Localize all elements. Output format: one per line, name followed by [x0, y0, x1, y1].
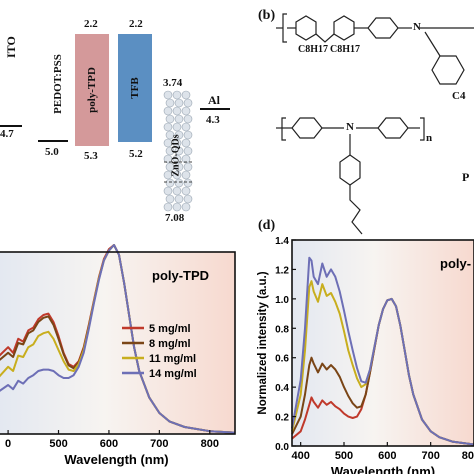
legend-label-2: 11 mg/ml	[149, 353, 196, 365]
y-tick-label: 0.4	[275, 383, 289, 394]
al-level-line	[200, 108, 230, 110]
tfb-top-value: 2.2	[129, 18, 143, 30]
x-tick-label: 700	[421, 450, 439, 462]
panel-d-label: (d)	[258, 218, 276, 233]
nitrogen-label-2: N	[346, 121, 354, 133]
plot-frame	[291, 239, 474, 447]
chart-title: poly-TPD	[152, 268, 209, 283]
series-line-3	[0, 244, 236, 434]
x-tick-label: 600	[100, 438, 118, 450]
pedot-level-value: 5.0	[45, 146, 59, 158]
legend-label-0: 5 mg/ml	[149, 323, 191, 335]
x-tick-label: 700	[150, 438, 168, 450]
chart-title: poly-	[440, 256, 471, 271]
zno-top-value: 3.74	[163, 77, 183, 89]
legend-label-3: 14 mg/ml	[149, 368, 197, 380]
polytpd-top-value: 2.2	[84, 18, 98, 30]
c8h17-left: C8H17	[298, 44, 328, 55]
y-tick-label: 0.0	[275, 442, 289, 453]
c4-label: C4	[452, 90, 466, 102]
plot-background	[292, 240, 474, 446]
x-tick-label: 400	[291, 450, 309, 462]
x-tick-label: 500	[49, 438, 67, 450]
polytpd-bar	[75, 34, 109, 146]
y-tick-label: 0.6	[275, 354, 289, 365]
zno-bottom-value: 7.08	[165, 212, 185, 224]
x-axis-label: Wavelength (nm)	[64, 452, 168, 467]
legend-label-1: 8 mg/ml	[149, 338, 191, 350]
y-tick-label: 0.8	[275, 324, 289, 335]
tfb-bottom-value: 5.2	[129, 148, 143, 160]
polytpd-bottom-value: 5.3	[84, 150, 98, 162]
x-axis-label: Wavelength (nm)	[331, 464, 435, 474]
al-label: Al	[208, 93, 220, 107]
al-level-value: 4.3	[206, 114, 220, 126]
y-tick-label: 1.0	[275, 295, 289, 306]
pedot-level-line	[38, 140, 68, 142]
y-axis-label: Normalized intensity (a.u.)	[257, 271, 269, 414]
x-tick-label: 500	[335, 450, 353, 462]
p-partial-label: P	[462, 170, 470, 184]
n-subscript: n	[426, 132, 433, 144]
c8h17-right: C8H17	[330, 44, 360, 55]
y-tick-label: 1.2	[275, 265, 289, 276]
panel-b-label: (b)	[258, 8, 276, 23]
series-line-3	[291, 256, 474, 446]
nitrogen-label-1: N	[413, 21, 421, 33]
ito-level-line	[0, 125, 22, 127]
tfb-bar	[118, 34, 152, 142]
plot-frame	[0, 251, 236, 435]
x-tick-label: 0	[5, 438, 11, 450]
y-tick-label: 1.4	[275, 236, 289, 247]
y-tick-label: 0.2	[275, 413, 289, 424]
x-tick-label: 800	[201, 438, 219, 450]
ito-level-value: 4.7	[0, 128, 14, 140]
x-tick-label: 8000	[462, 450, 474, 462]
x-tick-label: 600	[378, 450, 396, 462]
plot-background	[0, 252, 235, 434]
